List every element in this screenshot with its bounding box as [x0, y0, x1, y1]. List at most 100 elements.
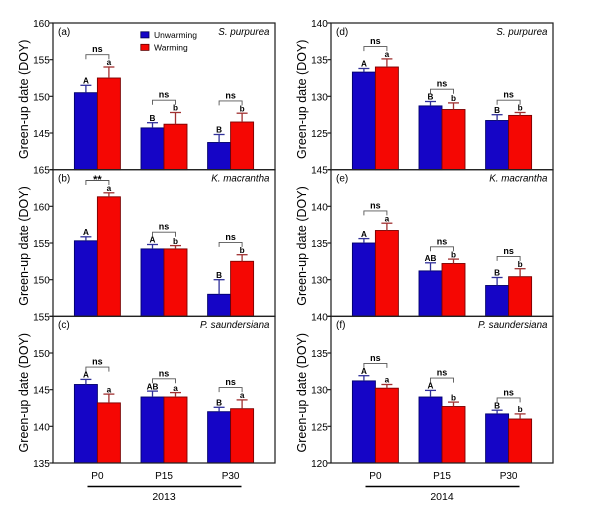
svg-text:**: **: [93, 174, 102, 186]
svg-text:Unwarming: Unwarming: [154, 30, 197, 40]
svg-text:ns: ns: [503, 387, 514, 397]
svg-text:A: A: [361, 60, 367, 69]
svg-text:2014: 2014: [430, 491, 454, 503]
svg-text:(b): (b): [58, 174, 70, 185]
svg-text:a: a: [107, 58, 112, 67]
svg-text:ns: ns: [92, 357, 103, 367]
svg-text:ns: ns: [370, 36, 381, 46]
svg-text:Green-up date (DOY): Green-up date (DOY): [295, 40, 309, 160]
svg-text:ns: ns: [370, 353, 381, 363]
svg-text:ns: ns: [92, 44, 103, 54]
svg-text:A: A: [428, 382, 434, 391]
svg-text:2013: 2013: [152, 491, 176, 503]
svg-text:b: b: [518, 405, 523, 414]
svg-text:B: B: [216, 271, 222, 280]
svg-text:Warming: Warming: [154, 42, 188, 52]
svg-text:155: 155: [33, 56, 50, 67]
svg-text:ns: ns: [159, 90, 170, 100]
svg-text:130: 130: [311, 276, 328, 287]
svg-text:135: 135: [311, 56, 328, 67]
svg-text:S. purpurea: S. purpurea: [496, 27, 548, 38]
svg-text:b: b: [451, 393, 456, 402]
svg-text:P0: P0: [369, 471, 382, 482]
svg-text:K. macrantha: K. macrantha: [489, 174, 548, 185]
svg-text:160: 160: [33, 19, 50, 30]
svg-text:A: A: [150, 236, 156, 245]
svg-text:Green-up date (DOY): Green-up date (DOY): [17, 333, 31, 453]
svg-text:140: 140: [311, 312, 328, 323]
svg-text:155: 155: [33, 312, 50, 323]
svg-text:a: a: [240, 391, 245, 400]
svg-text:P. saundersiana: P. saundersiana: [478, 320, 548, 331]
svg-text:135: 135: [33, 459, 50, 470]
svg-text:AB: AB: [425, 254, 437, 263]
svg-text:ns: ns: [225, 232, 236, 242]
svg-text:150: 150: [33, 349, 50, 360]
svg-text:Green-up date (DOY): Green-up date (DOY): [17, 40, 31, 160]
svg-text:ns: ns: [225, 90, 236, 100]
svg-text:145: 145: [33, 129, 50, 140]
svg-text:P30: P30: [222, 471, 240, 482]
svg-text:B: B: [428, 93, 434, 102]
svg-text:P. saundersiana: P. saundersiana: [200, 320, 270, 331]
svg-text:a: a: [385, 214, 390, 223]
svg-text:Green-up date (DOY): Green-up date (DOY): [295, 333, 309, 453]
svg-text:165: 165: [33, 166, 50, 177]
svg-text:A: A: [361, 230, 367, 239]
svg-text:ns: ns: [437, 236, 448, 246]
svg-text:P15: P15: [433, 471, 451, 482]
svg-text:P0: P0: [91, 471, 104, 482]
svg-text:135: 135: [311, 349, 328, 360]
svg-text:125: 125: [311, 422, 328, 433]
svg-text:P15: P15: [155, 471, 173, 482]
svg-text:P30: P30: [500, 471, 518, 482]
svg-text:(d): (d): [336, 27, 348, 38]
svg-text:A: A: [83, 228, 89, 237]
svg-text:b: b: [240, 104, 245, 113]
svg-text:130: 130: [311, 386, 328, 397]
svg-text:155: 155: [33, 239, 50, 250]
svg-text:S. purpurea: S. purpurea: [218, 27, 270, 38]
svg-text:(c): (c): [58, 320, 70, 331]
svg-text:a: a: [107, 184, 112, 193]
svg-text:160: 160: [33, 202, 50, 213]
svg-text:Green-up date (DOY): Green-up date (DOY): [17, 186, 31, 306]
svg-text:K. macrantha: K. macrantha: [211, 174, 270, 185]
svg-text:ns: ns: [225, 377, 236, 387]
svg-text:ns: ns: [159, 222, 170, 232]
svg-text:a: a: [385, 376, 390, 385]
svg-text:150: 150: [33, 276, 50, 287]
svg-text:150: 150: [33, 92, 50, 103]
svg-text:120: 120: [311, 459, 328, 470]
svg-text:b: b: [451, 250, 456, 259]
svg-text:140: 140: [311, 19, 328, 30]
svg-text:a: a: [107, 385, 112, 394]
svg-text:(f): (f): [336, 320, 345, 331]
svg-text:A: A: [361, 367, 367, 376]
svg-text:a: a: [385, 50, 390, 59]
svg-text:B: B: [216, 126, 222, 135]
svg-text:135: 135: [311, 239, 328, 250]
svg-text:145: 145: [311, 166, 328, 177]
svg-text:b: b: [173, 104, 178, 113]
svg-text:b: b: [518, 104, 523, 113]
svg-text:Green-up date (DOY): Green-up date (DOY): [295, 186, 309, 306]
svg-text:140: 140: [311, 202, 328, 213]
svg-text:B: B: [494, 269, 500, 278]
svg-text:B: B: [216, 399, 222, 408]
svg-text:125: 125: [311, 129, 328, 140]
svg-text:A: A: [83, 77, 89, 86]
svg-text:ns: ns: [437, 79, 448, 89]
svg-text:(e): (e): [336, 174, 348, 185]
svg-text:B: B: [494, 106, 500, 115]
svg-text:145: 145: [33, 386, 50, 397]
svg-text:ns: ns: [503, 90, 514, 100]
svg-text:ns: ns: [503, 246, 514, 256]
svg-text:ns: ns: [437, 368, 448, 378]
svg-text:130: 130: [311, 92, 328, 103]
svg-text:ns: ns: [159, 368, 170, 378]
svg-text:B: B: [494, 401, 500, 410]
svg-text:A: A: [83, 371, 89, 380]
svg-text:140: 140: [33, 422, 50, 433]
svg-text:b: b: [240, 246, 245, 255]
